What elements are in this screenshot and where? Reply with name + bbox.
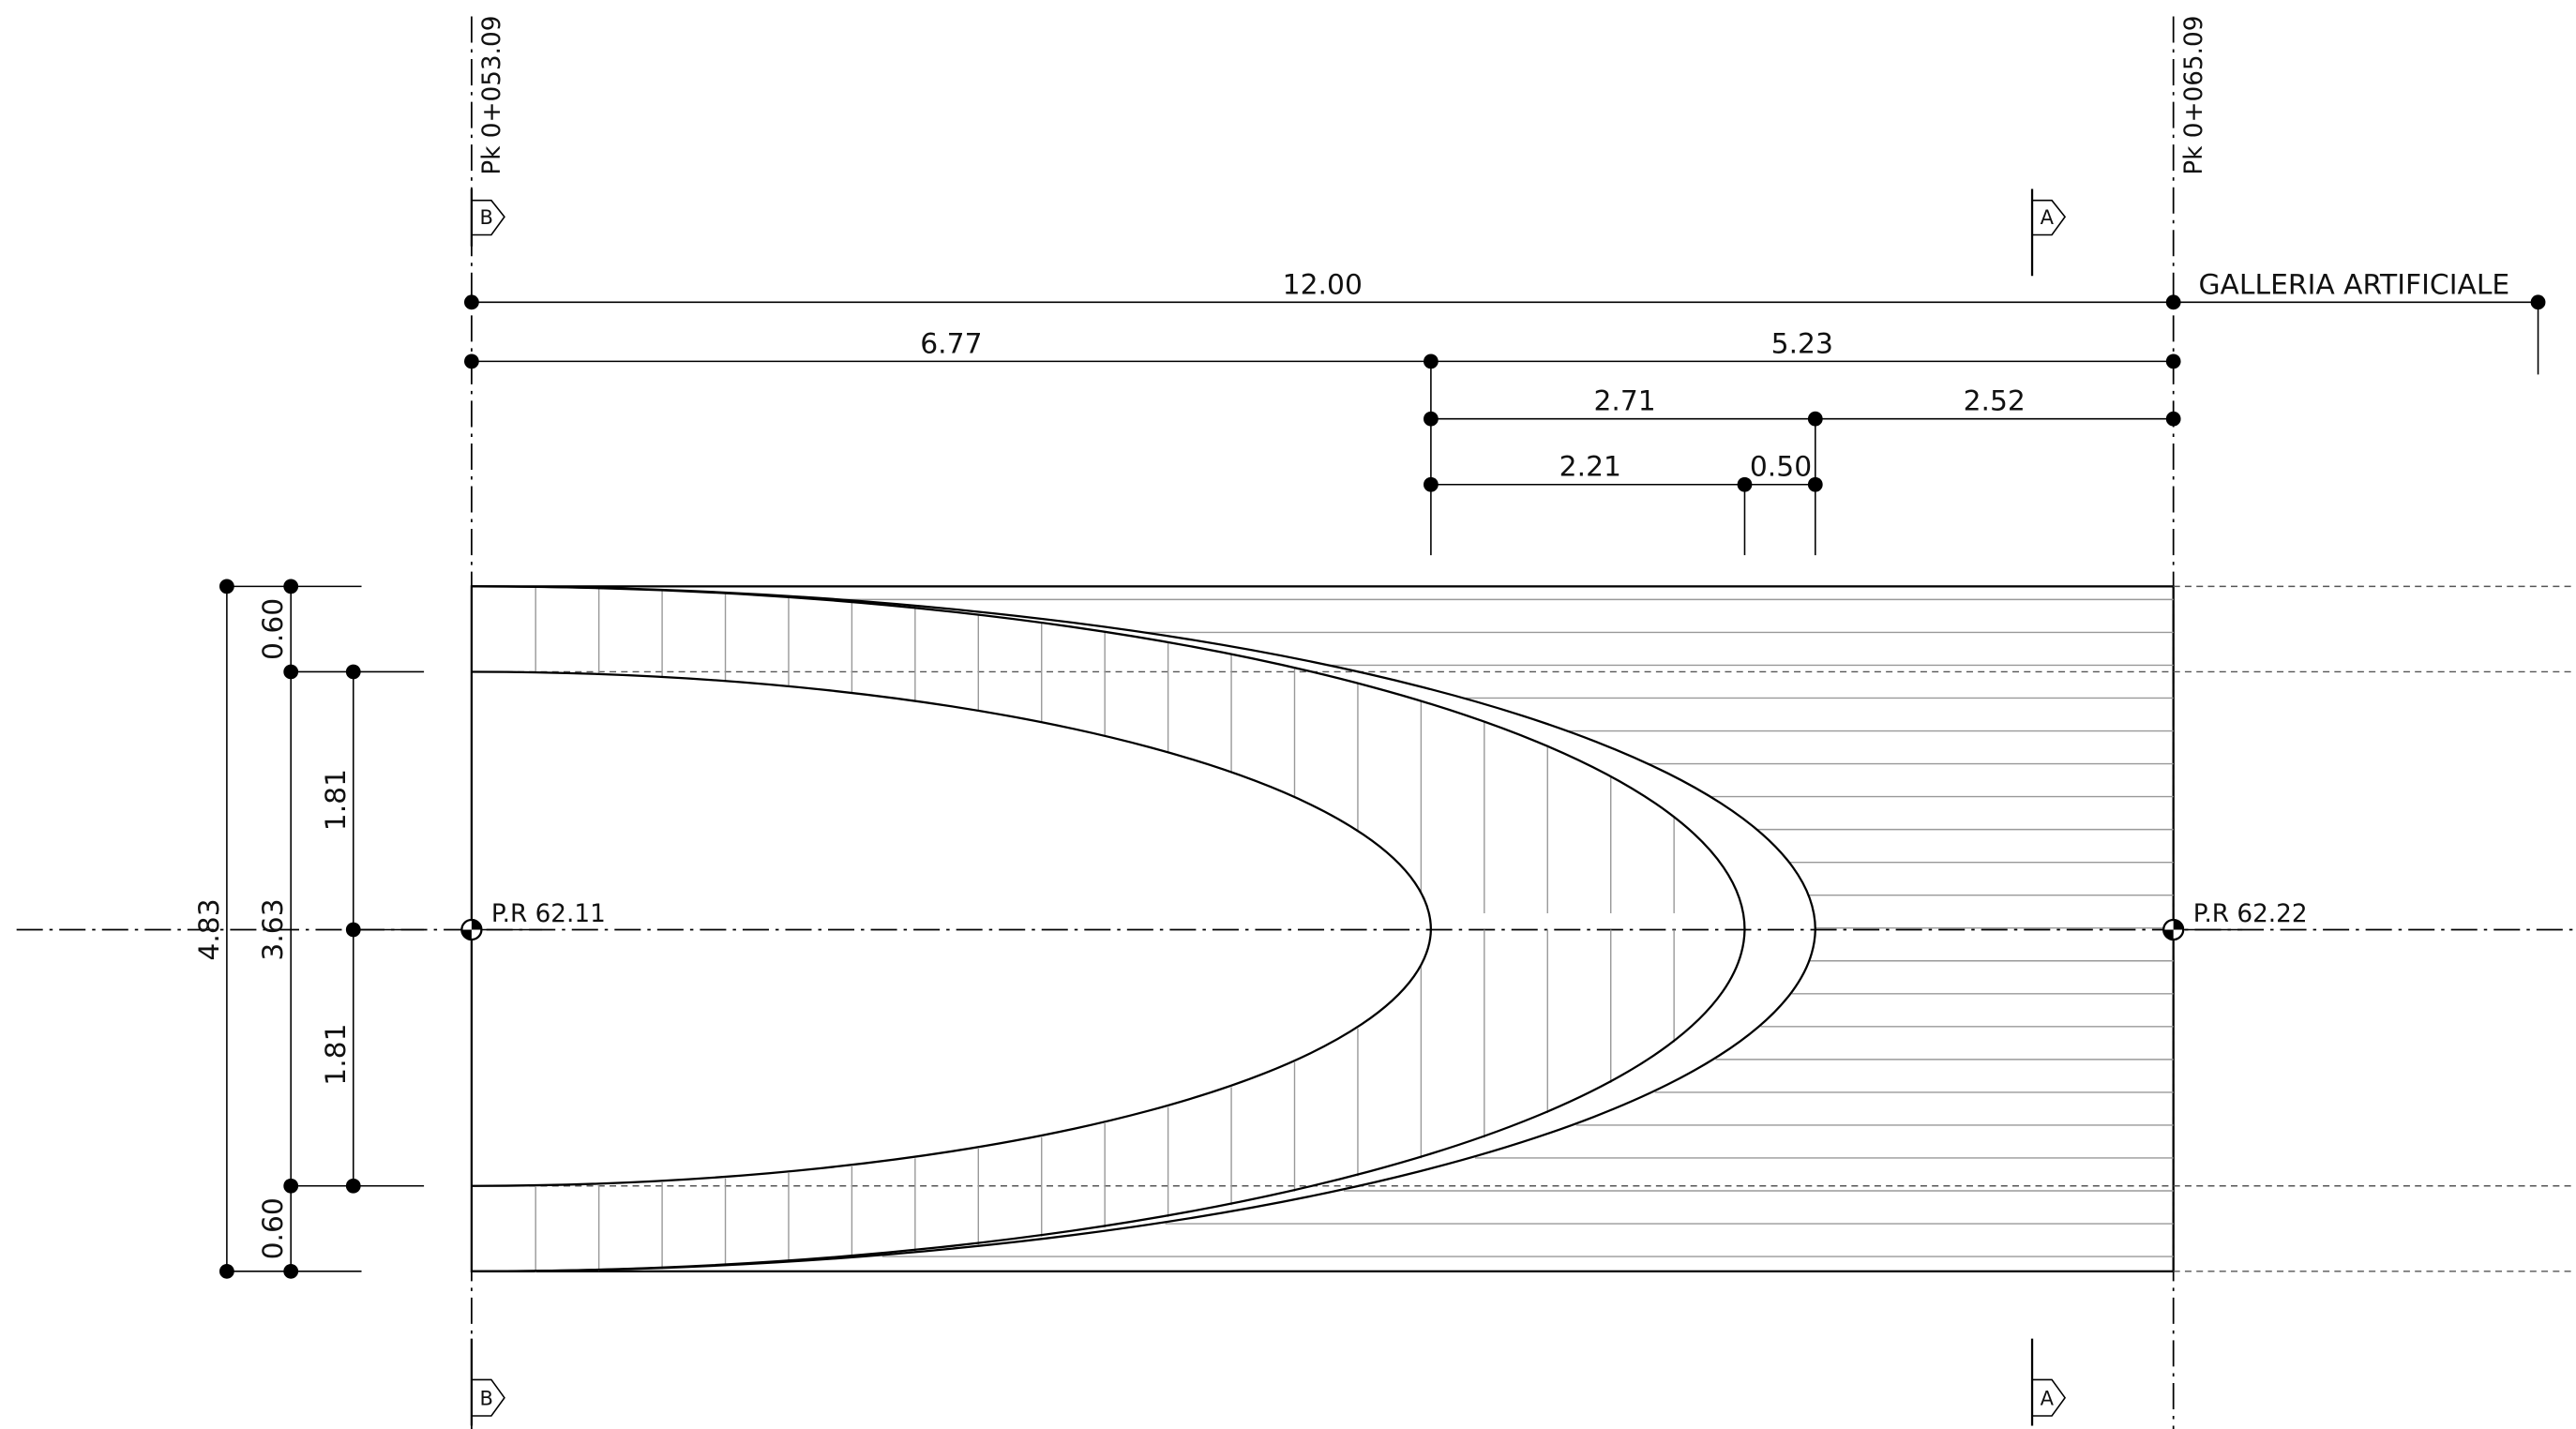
- marker-arrow: [2032, 199, 2067, 236]
- dim-dot: [1424, 476, 1439, 492]
- dim-label: 3.63: [257, 898, 290, 960]
- dim-label: 12.00: [1283, 268, 1363, 301]
- dim-dot: [464, 294, 479, 310]
- dim-label: 2.52: [1964, 385, 2026, 418]
- ref-fill: [461, 919, 482, 940]
- dim-dot: [1737, 476, 1753, 492]
- marker-letter: A: [2041, 205, 2055, 229]
- gallery-label: GALLERIA ARTIFICIALE: [2198, 268, 2509, 301]
- dim-dot: [219, 579, 234, 594]
- marker-arrow: [471, 199, 505, 236]
- dim-dot: [2165, 294, 2181, 310]
- dim-dot: [1807, 476, 1823, 492]
- section-marker: A: [2030, 1338, 2067, 1426]
- dim-label: 1.81: [320, 1023, 353, 1085]
- ref-fill: [2163, 919, 2184, 940]
- marker-arrow: [2032, 1378, 2067, 1417]
- dim-label: 5.23: [1771, 327, 1833, 360]
- dim-dot: [464, 353, 479, 369]
- dim-label: 0.60: [257, 598, 290, 660]
- dim-dot: [1424, 411, 1439, 427]
- dim-dot: [283, 664, 299, 680]
- dim-label: 0.60: [257, 1197, 290, 1259]
- dim-dot: [283, 579, 299, 594]
- dim-dot: [1807, 411, 1823, 427]
- dim-dot: [283, 1263, 299, 1279]
- dim-label: 2.21: [1559, 451, 1621, 484]
- dim-dot: [2165, 411, 2181, 427]
- dim-dot: [2165, 353, 2181, 369]
- station-label: Pk 0+053.09: [478, 16, 506, 175]
- section-marker: B: [470, 188, 505, 247]
- reference-point: [2162, 918, 2185, 941]
- dim-dot: [219, 1263, 234, 1279]
- dimension-dots: [219, 294, 2546, 1279]
- station-label: Pk 0+065.09: [2180, 16, 2208, 175]
- dim-dot: [345, 664, 361, 680]
- ref-label: P.R 62.11: [491, 900, 606, 928]
- marker-arrow: [471, 1378, 505, 1417]
- dim-label: 4.83: [193, 898, 226, 960]
- middle-curve: [471, 585, 1746, 1272]
- outer-curve: [471, 585, 1816, 1272]
- inner-curve: [471, 670, 1433, 1187]
- ref-label: P.R 62.22: [2193, 900, 2308, 928]
- marker-letter: B: [479, 205, 492, 229]
- dim-label: 0.50: [1750, 451, 1812, 484]
- marker-letter: B: [479, 1386, 492, 1409]
- section-marker: B: [470, 1338, 505, 1426]
- hatching: [535, 586, 2174, 1273]
- dim-label: 1.81: [320, 769, 353, 831]
- geometry: [16, 16, 2576, 1429]
- dim-dot: [1424, 353, 1439, 369]
- section-marker: A: [2030, 188, 2067, 277]
- reference-point: [460, 918, 483, 941]
- dim-label: 2.71: [1593, 385, 1655, 418]
- marker-letter: A: [2041, 1386, 2055, 1409]
- dim-dot: [283, 1178, 299, 1194]
- dim-label: 6.77: [920, 327, 982, 360]
- dim-dot: [345, 922, 361, 938]
- curves: [471, 585, 1816, 1272]
- dim-dot: [345, 1178, 361, 1194]
- dim-dot: [2530, 294, 2546, 310]
